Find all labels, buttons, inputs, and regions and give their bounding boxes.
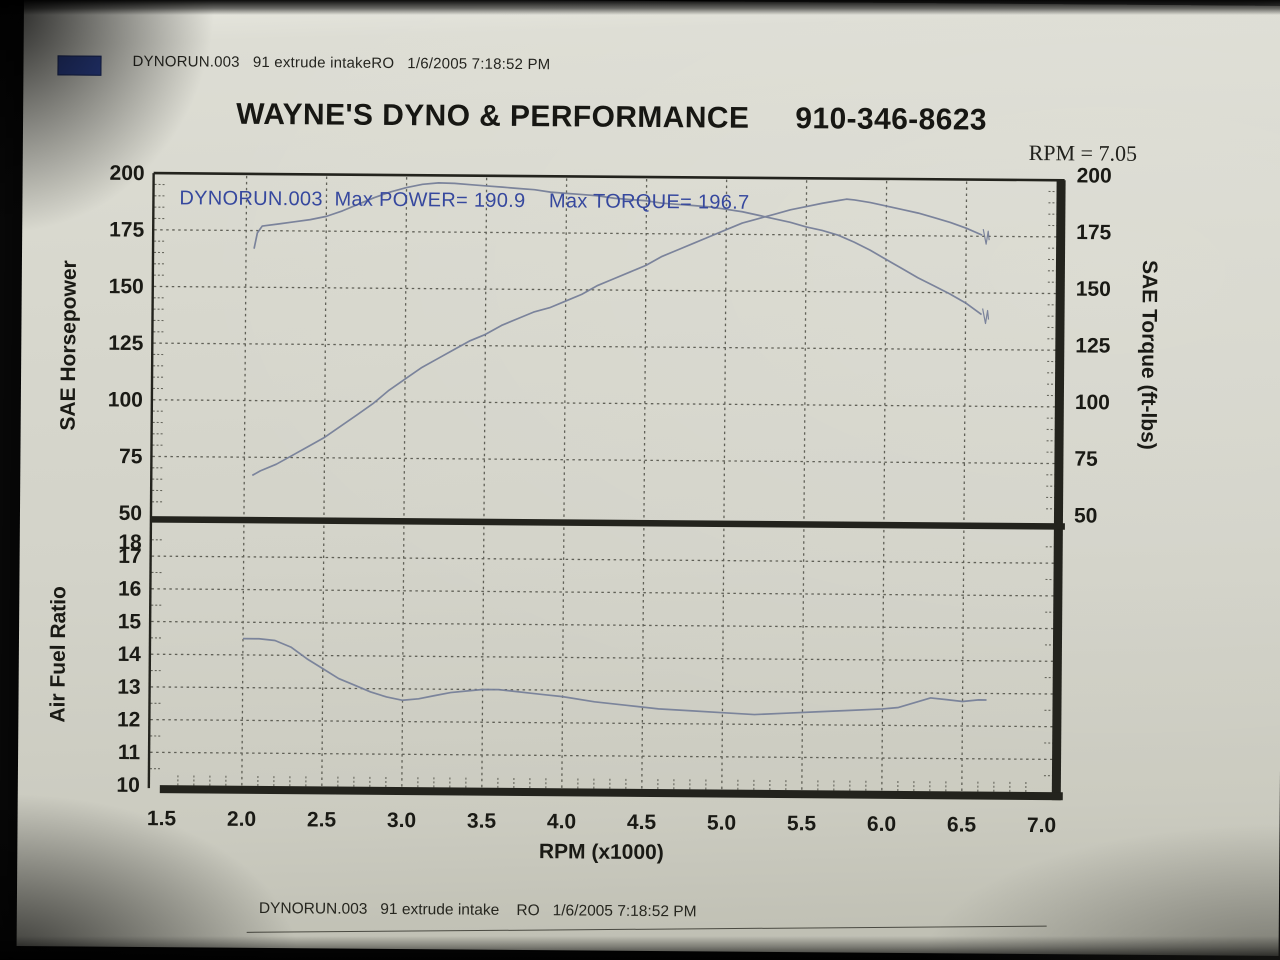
svg-text:4.0: 4.0 (547, 810, 576, 833)
svg-text:6.5: 6.5 (947, 813, 977, 836)
curve-end-glitch (982, 308, 990, 325)
svg-text:11: 11 (118, 741, 141, 764)
dyno-printout-paper: DYNORUN.003 91 extrude intakeRO 1/6/2005… (16, 0, 1280, 956)
svg-text:50: 50 (119, 502, 143, 525)
left-axis-title-horsepower: SAE Horsepower (57, 260, 81, 431)
svg-text:18: 18 (118, 531, 142, 554)
svg-text:12: 12 (117, 708, 141, 731)
svg-text:5.5: 5.5 (787, 812, 817, 835)
air-fuel-ratio-curve (242, 637, 987, 716)
chart-annotation: DYNORUN.003 Max POWER= 190.9 Max TORQUE=… (179, 187, 750, 214)
dyno-chart: 200 200 175 175 150 150 125 125 100 100 75 75 50 50 18… (46, 162, 1161, 864)
right-axis-title-torque: SAE Torque (ft-lbs) (1137, 260, 1161, 450)
svg-text:50: 50 (1074, 504, 1098, 527)
svg-text:200: 200 (110, 162, 145, 185)
svg-text:125: 125 (108, 332, 144, 355)
svg-text:6.0: 6.0 (867, 813, 896, 836)
svg-text:5.0: 5.0 (707, 811, 736, 834)
gridlines (150, 175, 1060, 794)
svg-text:150: 150 (109, 275, 144, 298)
footer-run-text: DYNORUN.003 91 extrude intake RO 1/6/200… (258, 899, 697, 921)
svg-text:2.0: 2.0 (227, 808, 256, 831)
curves (242, 181, 990, 716)
svg-text:16: 16 (118, 578, 142, 601)
svg-text:150: 150 (1076, 278, 1111, 301)
svg-text:1.5: 1.5 (147, 807, 177, 830)
svg-text:15: 15 (118, 610, 142, 633)
svg-text:17: 17 (118, 545, 142, 568)
svg-text:4.5: 4.5 (627, 811, 657, 834)
svg-text:2.5: 2.5 (307, 808, 337, 831)
svg-text:75: 75 (1074, 448, 1098, 471)
sae-torque-curve (253, 181, 983, 316)
curve-end-glitch (982, 229, 990, 245)
axis-labels: 200 200 175 175 150 150 125 125 100 100 75 75 50 50 18… (46, 162, 1161, 864)
svg-text:RPM (x1000): RPM (x1000) (539, 840, 664, 864)
svg-text:175: 175 (109, 218, 145, 241)
svg-text:3.5: 3.5 (467, 810, 497, 833)
svg-text:10: 10 (116, 774, 140, 797)
svg-text:3.0: 3.0 (387, 809, 416, 832)
svg-text:100: 100 (108, 388, 143, 411)
svg-text:100: 100 (1075, 391, 1110, 414)
svg-text:175: 175 (1076, 221, 1112, 244)
svg-text:75: 75 (119, 445, 143, 468)
sae-horsepower-curve (251, 198, 983, 477)
svg-text:14: 14 (117, 643, 141, 666)
left-axis-title-afr: Air Fuel Ratio (46, 586, 70, 723)
svg-text:13: 13 (117, 676, 141, 699)
svg-text:125: 125 (1075, 334, 1111, 357)
chart-frame (147, 171, 1066, 801)
svg-text:200: 200 (1077, 164, 1112, 187)
svg-text:7.0: 7.0 (1027, 814, 1056, 837)
